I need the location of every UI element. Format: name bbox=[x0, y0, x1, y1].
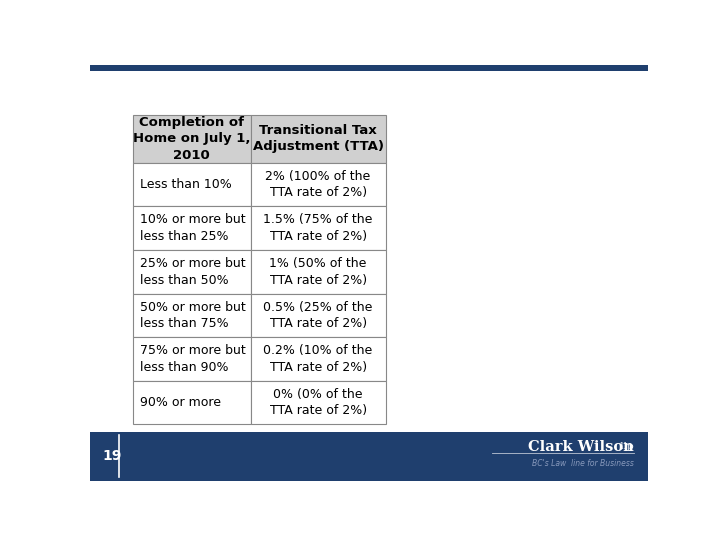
Bar bbox=[251, 337, 386, 381]
Text: 0.2% (10% of the
TTA rate of 2%): 0.2% (10% of the TTA rate of 2%) bbox=[264, 345, 373, 374]
Text: Less than 10%: Less than 10% bbox=[140, 178, 232, 191]
Text: 10% or more but
less than 25%: 10% or more but less than 25% bbox=[140, 213, 246, 243]
Text: llp: llp bbox=[578, 442, 634, 451]
Bar bbox=[251, 114, 386, 163]
Bar bbox=[251, 381, 386, 424]
Bar bbox=[133, 250, 251, 294]
Text: 90% or more: 90% or more bbox=[140, 396, 221, 409]
Bar bbox=[251, 294, 386, 337]
Text: 2% (100% of the
TTA rate of 2%): 2% (100% of the TTA rate of 2%) bbox=[266, 170, 371, 199]
Text: 0.5% (25% of the
TTA rate of 2%): 0.5% (25% of the TTA rate of 2%) bbox=[264, 301, 373, 330]
Bar bbox=[251, 163, 386, 206]
Text: 0% (0% of the
TTA rate of 2%): 0% (0% of the TTA rate of 2%) bbox=[269, 388, 366, 417]
Bar bbox=[133, 206, 251, 250]
Bar bbox=[133, 294, 251, 337]
Bar bbox=[90, 431, 648, 481]
Text: Completion of
Home on July 1,
2010: Completion of Home on July 1, 2010 bbox=[133, 116, 251, 161]
Text: Clark Wilson: Clark Wilson bbox=[528, 440, 634, 454]
Text: Transitional Tax
Adjustment (TTA): Transitional Tax Adjustment (TTA) bbox=[253, 124, 384, 153]
Bar bbox=[133, 381, 251, 424]
Text: 25% or more but
less than 50%: 25% or more but less than 50% bbox=[140, 257, 246, 287]
Text: 50% or more but
less than 75%: 50% or more but less than 75% bbox=[140, 301, 246, 330]
Bar bbox=[133, 337, 251, 381]
Text: 19: 19 bbox=[102, 449, 122, 463]
Text: 75% or more but
less than 90%: 75% or more but less than 90% bbox=[140, 345, 246, 374]
Bar bbox=[251, 250, 386, 294]
Bar bbox=[251, 206, 386, 250]
Bar bbox=[90, 65, 648, 71]
Text: 1.5% (75% of the
TTA rate of 2%): 1.5% (75% of the TTA rate of 2%) bbox=[264, 213, 373, 243]
Text: BC's Law  line for Business: BC's Law line for Business bbox=[532, 459, 634, 468]
Text: 1% (50% of the
TTA rate of 2%): 1% (50% of the TTA rate of 2%) bbox=[269, 257, 366, 287]
Bar bbox=[133, 114, 251, 163]
Bar bbox=[133, 163, 251, 206]
